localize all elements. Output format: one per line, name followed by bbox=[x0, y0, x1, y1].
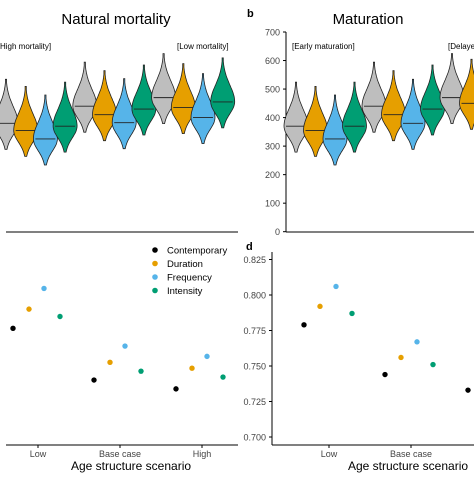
legend-swatch-duration bbox=[152, 261, 158, 267]
panel-b-y-tick-label: 400 bbox=[265, 113, 280, 123]
panel-b-y-tick-label: 700 bbox=[265, 28, 280, 38]
panel-d-y-tick-label: 0.725 bbox=[243, 397, 266, 407]
point-d-contemporary-2 bbox=[465, 387, 470, 392]
x-tick-label-c-0: Low bbox=[30, 449, 47, 459]
point-c-contemporary-1 bbox=[91, 377, 96, 382]
panel-b-annotation-left: [Early maturation] bbox=[292, 42, 355, 51]
legend-swatch-contemporary bbox=[152, 247, 158, 253]
legend-label-contemporary: Contemporary bbox=[167, 246, 227, 257]
panel-b-y-tick-label: 100 bbox=[265, 199, 280, 209]
point-c-contemporary-0 bbox=[10, 326, 15, 331]
point-d-contemporary-1 bbox=[382, 372, 387, 377]
point-d-contemporary-0 bbox=[301, 322, 306, 327]
violin-a-2-1 bbox=[171, 64, 195, 134]
panel-d-y-tick-label: 0.750 bbox=[243, 362, 266, 372]
point-d-intensity-1 bbox=[430, 362, 435, 367]
point-c-duration-1 bbox=[107, 360, 112, 365]
panel-d-y-tick-label: 0.775 bbox=[243, 326, 266, 336]
panel-b-y-ticks: 0 100 200 300 400 500 600 700 bbox=[265, 28, 286, 238]
panel-d-y-tick-label: 0.700 bbox=[243, 433, 266, 443]
panel-d-x-ticks: Low Base case bbox=[321, 445, 432, 459]
violin-b-0-1 bbox=[304, 86, 328, 156]
panel-b-y-tick-label: 0 bbox=[275, 227, 280, 237]
point-c-duration-0 bbox=[26, 306, 31, 311]
legend: Contemporary Duration Frequency Intensity bbox=[152, 246, 227, 298]
legend-label-duration: Duration bbox=[167, 259, 203, 270]
violin-b-1-1 bbox=[382, 71, 406, 141]
panel-b-y-tick-label: 300 bbox=[265, 142, 280, 152]
legend-label-frequency: Frequency bbox=[167, 273, 212, 284]
panel-c-points bbox=[10, 286, 225, 392]
point-c-contemporary-2 bbox=[173, 386, 178, 391]
point-c-frequency-1 bbox=[122, 343, 127, 348]
point-c-intensity-2 bbox=[220, 374, 225, 379]
panel-d-y-tick-label: 0.825 bbox=[243, 255, 266, 265]
panel-b-y-tick-label: 600 bbox=[265, 56, 280, 66]
legend-swatch-intensity bbox=[152, 288, 158, 294]
point-c-intensity-0 bbox=[57, 314, 62, 319]
violin-a-2-2 bbox=[191, 74, 215, 144]
x-tick-label-d-1: Base case bbox=[390, 449, 432, 459]
panel-a-annotation-left: High mortality] bbox=[0, 42, 51, 51]
point-c-duration-2 bbox=[189, 366, 194, 371]
point-d-intensity-0 bbox=[349, 311, 354, 316]
legend-swatch-frequency bbox=[152, 274, 158, 280]
panel-d-letter: d bbox=[246, 241, 253, 253]
panel-a-title: Natural mortality bbox=[61, 11, 171, 28]
panel-b-violins bbox=[284, 54, 474, 165]
point-c-intensity-1 bbox=[138, 368, 143, 373]
panel-d-y-ticks: 0.700 0.725 0.750 0.775 0.800 0.825 bbox=[243, 255, 272, 443]
violin-b-0-0 bbox=[284, 82, 308, 152]
x-tick-label-d-0: Low bbox=[321, 449, 338, 459]
panel-d-x-axis-title: Age structure scenario bbox=[348, 459, 468, 473]
violin-a-0-0 bbox=[0, 79, 18, 149]
panel-a-annotation-right: [Low mortality] bbox=[177, 42, 229, 51]
point-d-duration-0 bbox=[317, 304, 322, 309]
violin-b-2-1 bbox=[460, 59, 474, 129]
panel-d-y-tick-label: 0.800 bbox=[243, 291, 266, 301]
panel-b-letter: b bbox=[247, 8, 254, 20]
panel-c-x-axis-title: Age structure scenario bbox=[71, 459, 191, 473]
panel-c-x-ticks: Low Base case High bbox=[30, 445, 212, 459]
panel-b-title: Maturation bbox=[333, 11, 404, 28]
x-tick-label-c-1: Base case bbox=[99, 449, 141, 459]
panel-b-annotation-right: [Delaye bbox=[448, 42, 474, 51]
point-c-frequency-2 bbox=[204, 354, 209, 359]
panel-b-y-tick-label: 200 bbox=[265, 170, 280, 180]
violin-a-1-1 bbox=[93, 71, 117, 141]
violin-a-0-1 bbox=[14, 86, 38, 156]
x-tick-label-c-2: High bbox=[193, 449, 212, 459]
legend-label-intensity: Intensity bbox=[167, 286, 203, 297]
panel-a-violins bbox=[0, 54, 235, 165]
point-d-frequency-1 bbox=[414, 339, 419, 344]
point-c-frequency-0 bbox=[41, 286, 46, 291]
point-d-frequency-0 bbox=[333, 284, 338, 289]
panel-d-points bbox=[301, 284, 470, 393]
panel-b-y-tick-label: 500 bbox=[265, 85, 280, 95]
point-d-duration-1 bbox=[398, 355, 403, 360]
